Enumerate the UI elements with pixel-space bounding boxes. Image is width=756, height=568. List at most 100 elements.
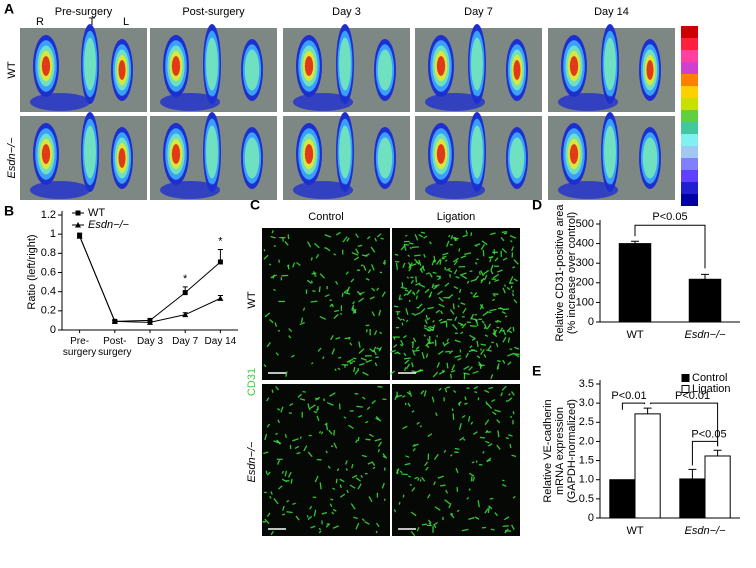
vessel [440,484,446,487]
vessel [389,349,396,353]
vessel [299,321,305,326]
vessel [408,262,413,269]
vessel [476,243,481,246]
vessel [429,241,432,245]
x-tick-label: Day 3 [136,336,164,347]
vessel [483,353,487,358]
color-scale [681,134,698,146]
vessel [329,303,333,308]
color-scale [681,86,698,98]
vessel [344,292,351,295]
vessel [477,500,480,508]
vessel [484,323,488,330]
vessel [504,315,508,318]
vessel [411,362,414,368]
vessel [287,265,290,270]
color-scale [681,110,698,122]
x-tick-label: Esdn−/− [685,525,727,537]
vessel [484,508,489,514]
color-scale [681,182,698,194]
bar [618,243,652,323]
vessel [497,269,503,273]
vessel [440,310,443,315]
vessel [461,528,469,532]
vessel [393,509,397,513]
vessel [294,445,300,450]
vessel [415,295,418,300]
vessel [277,459,281,465]
y-axis-label: Ratio (left/right) [26,234,38,309]
vessel [419,479,422,482]
vessel [356,290,362,296]
legend-label: Ligation [692,383,731,395]
vessel [369,296,375,300]
vessel [357,436,360,442]
vessel [377,448,381,453]
vessel [444,259,448,262]
vessel [403,243,407,251]
vessel [423,390,427,397]
vessel [442,341,446,347]
vessel [482,311,489,317]
vessel [299,436,302,439]
vessel [417,477,420,481]
annotation: * [218,235,223,247]
perfusion-area [171,144,181,164]
vessel [369,348,374,353]
vessel [434,506,441,511]
vessel [450,235,454,240]
y-axis-label: Relative CD31-positive area [554,204,566,342]
vessel [488,443,493,447]
vessel [421,351,425,359]
vessel [480,244,485,250]
perfusion-area [646,60,654,80]
vessel [343,416,347,419]
vessel [326,401,334,406]
vessel [381,291,386,298]
vessel [278,259,281,263]
vessel [423,327,430,331]
vessel [357,414,363,418]
vessel [428,522,432,526]
vessel [489,497,494,500]
vessel [408,390,413,397]
vessel [436,362,440,368]
vessel [351,251,359,256]
vessel [448,350,454,355]
column-header: Control [308,211,343,223]
bar [609,479,636,519]
vessel [324,294,330,298]
vessel [355,248,360,254]
vessel [263,254,269,260]
vessel [480,343,487,346]
vessel [484,334,489,337]
vessel [402,494,405,498]
vessel [395,260,400,263]
vessel [373,330,378,336]
vessel [370,246,376,253]
perfusion-area [304,56,314,76]
vessel [461,414,466,419]
vessel [354,370,359,375]
vessel [405,308,409,315]
vessel [342,236,348,243]
vessel [511,293,515,297]
vessel [338,356,342,359]
annotation: P<0.01 [675,390,710,402]
vessel [420,231,426,234]
perfusion-area [171,56,181,76]
vessel [451,323,458,330]
vessel [509,235,517,239]
vessel [374,438,382,442]
marker [217,259,223,265]
vessel [358,341,361,348]
vessel [412,337,417,343]
vessel [486,323,492,330]
vessel [423,325,427,328]
vessel [485,430,488,434]
annotation: P<0.05 [691,428,726,440]
vessel [367,269,372,274]
vessel [307,241,312,248]
perfusion-area [118,60,126,80]
vessel [487,431,492,433]
